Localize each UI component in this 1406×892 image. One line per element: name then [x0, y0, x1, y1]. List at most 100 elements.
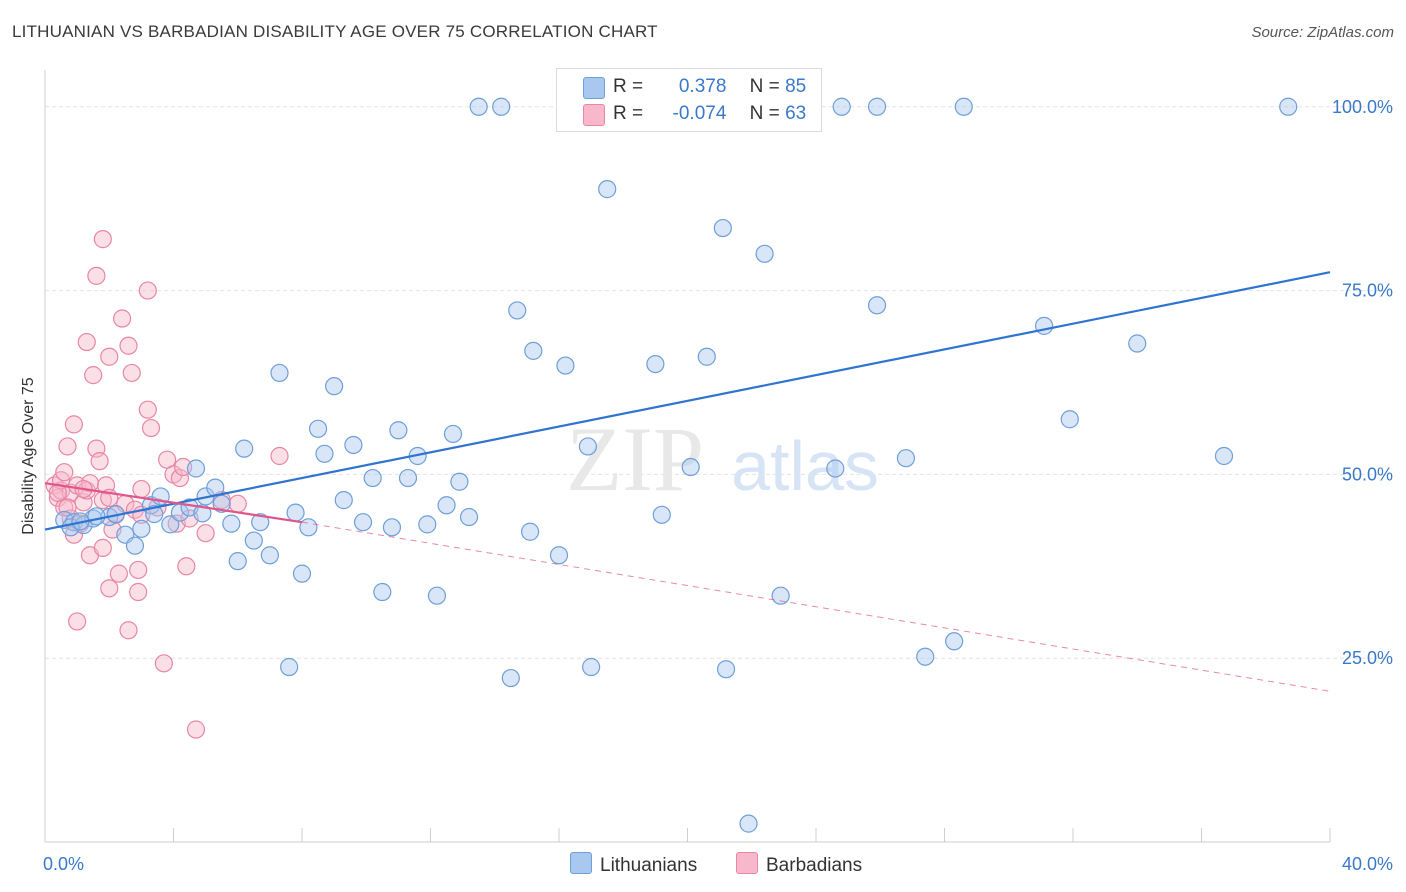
- data-point-barbadians: [100, 347, 119, 366]
- legend-swatch-blue: [570, 852, 592, 874]
- data-point-lithuanians: [308, 419, 328, 438]
- data-point-barbadians: [228, 494, 247, 513]
- data-point-lithuanians: [260, 546, 279, 565]
- data-point-lithuanians: [713, 218, 732, 238]
- data-point-barbadians: [129, 560, 148, 580]
- source-credit: Source: ZipAtlas.com: [1251, 24, 1394, 41]
- data-point-lithuanians: [382, 518, 402, 537]
- data-point-lithuanians: [1128, 334, 1147, 353]
- data-point-lithuanians: [186, 459, 206, 478]
- data-point-lithuanians: [459, 507, 479, 527]
- watermark-atlas: atlas: [731, 427, 879, 505]
- data-point-lithuanians: [1060, 410, 1079, 429]
- gridlines: [45, 106, 1390, 659]
- data-point-lithuanians: [325, 377, 344, 396]
- legend-r-value: -0.074: [672, 103, 727, 124]
- x-tick-label: 40.0%: [1342, 854, 1393, 874]
- y-tick-label: 100.0%: [1332, 97, 1393, 117]
- data-point-barbadians: [129, 582, 148, 602]
- legend-n-label: N =: [749, 103, 780, 124]
- data-point-lithuanians: [755, 244, 774, 263]
- data-point-barbadians: [138, 281, 157, 300]
- data-point-lithuanians: [832, 97, 851, 116]
- y-tick-label: 75.0%: [1342, 281, 1393, 301]
- data-point-lithuanians: [334, 491, 353, 510]
- data-point-lithuanians: [344, 435, 363, 455]
- data-point-barbadians: [112, 309, 132, 328]
- watermark: ZIP atlas: [566, 408, 879, 510]
- data-point-lithuanians: [501, 668, 520, 688]
- legend-swatch-pink: [583, 104, 605, 126]
- data-point-barbadians: [100, 579, 119, 598]
- legend-label-barbadians: Barbadians: [766, 855, 863, 876]
- data-point-barbadians: [119, 336, 138, 355]
- data-point-lithuanians: [716, 660, 736, 679]
- data-point-lithuanians: [549, 546, 569, 565]
- data-point-lithuanians: [437, 496, 456, 515]
- data-point-lithuanians: [450, 472, 469, 491]
- data-point-barbadians: [141, 418, 161, 438]
- legend-swatch-pink: [736, 852, 758, 874]
- data-point-lithuanians: [771, 586, 790, 605]
- data-point-barbadians: [122, 363, 141, 383]
- data-point-lithuanians: [739, 814, 758, 833]
- legend-item-barbadians: Barbadians: [736, 852, 862, 877]
- data-point-lithuanians: [193, 504, 212, 523]
- data-point-lithuanians: [520, 522, 540, 541]
- data-point-barbadians: [132, 479, 151, 499]
- data-point-lithuanians: [578, 437, 598, 456]
- legend-r-label: R =: [613, 76, 644, 97]
- data-point-lithuanians: [389, 421, 408, 440]
- legend-label-lithuanians: Lithuanians: [600, 855, 698, 876]
- data-point-lithuanians: [954, 97, 973, 116]
- data-point-barbadians: [154, 654, 173, 673]
- data-point-barbadians: [64, 415, 84, 434]
- data-point-barbadians: [93, 230, 112, 249]
- data-point-lithuanians: [556, 356, 575, 375]
- data-point-lithuanians: [867, 97, 887, 116]
- data-point-lithuanians: [427, 586, 447, 605]
- data-point-lithuanians: [916, 647, 935, 666]
- legend-n-value: 63: [785, 103, 807, 124]
- data-point-lithuanians: [222, 514, 241, 533]
- data-point-lithuanians: [398, 468, 418, 488]
- data-point-barbadians: [186, 720, 206, 739]
- data-point-lithuanians: [508, 301, 527, 320]
- data-point-lithuanians: [132, 519, 151, 538]
- data-point-lithuanians: [299, 518, 318, 537]
- data-point-lithuanians: [492, 97, 511, 116]
- data-point-lithuanians: [212, 494, 231, 513]
- data-point-barbadians: [87, 266, 106, 285]
- data-point-barbadians: [196, 524, 215, 543]
- data-point-lithuanians: [469, 97, 488, 116]
- correlation-legend: R = 0.378 N = 85 R = -0.074 N = 63: [556, 68, 822, 132]
- data-point-lithuanians: [697, 347, 716, 366]
- data-point-barbadians: [90, 452, 109, 471]
- data-point-barbadians: [138, 400, 157, 419]
- data-point-lithuanians: [235, 439, 254, 458]
- data-point-lithuanians: [353, 513, 373, 532]
- data-point-lithuanians: [646, 354, 665, 374]
- data-point-lithuanians: [251, 513, 270, 532]
- data-point-lithuanians: [1034, 316, 1054, 335]
- data-point-barbadians: [119, 621, 138, 640]
- legend-r-label: R =: [613, 103, 644, 124]
- trend-line-barbadians-extended: [301, 521, 1331, 692]
- y-tick-label: 50.0%: [1342, 464, 1393, 484]
- legend-item-lithuanians: Lithuanians: [570, 852, 697, 877]
- axes: [44, 70, 1331, 843]
- lithuanians-points: [55, 97, 1298, 833]
- data-point-lithuanians: [1279, 97, 1298, 116]
- data-point-lithuanians: [292, 564, 312, 583]
- data-point-lithuanians: [280, 657, 299, 677]
- data-point-lithuanians: [582, 657, 601, 677]
- data-point-lithuanians: [896, 449, 916, 468]
- data-point-lithuanians: [373, 582, 392, 602]
- data-point-barbadians: [55, 463, 74, 482]
- data-point-barbadians: [77, 332, 96, 352]
- legend-n-value: 85: [785, 76, 807, 97]
- data-point-lithuanians: [945, 632, 964, 651]
- tick-labels: 25.0% 50.0% 75.0% 100.0% 0.0% 40.0%: [43, 97, 1393, 874]
- data-point-barbadians: [68, 612, 87, 631]
